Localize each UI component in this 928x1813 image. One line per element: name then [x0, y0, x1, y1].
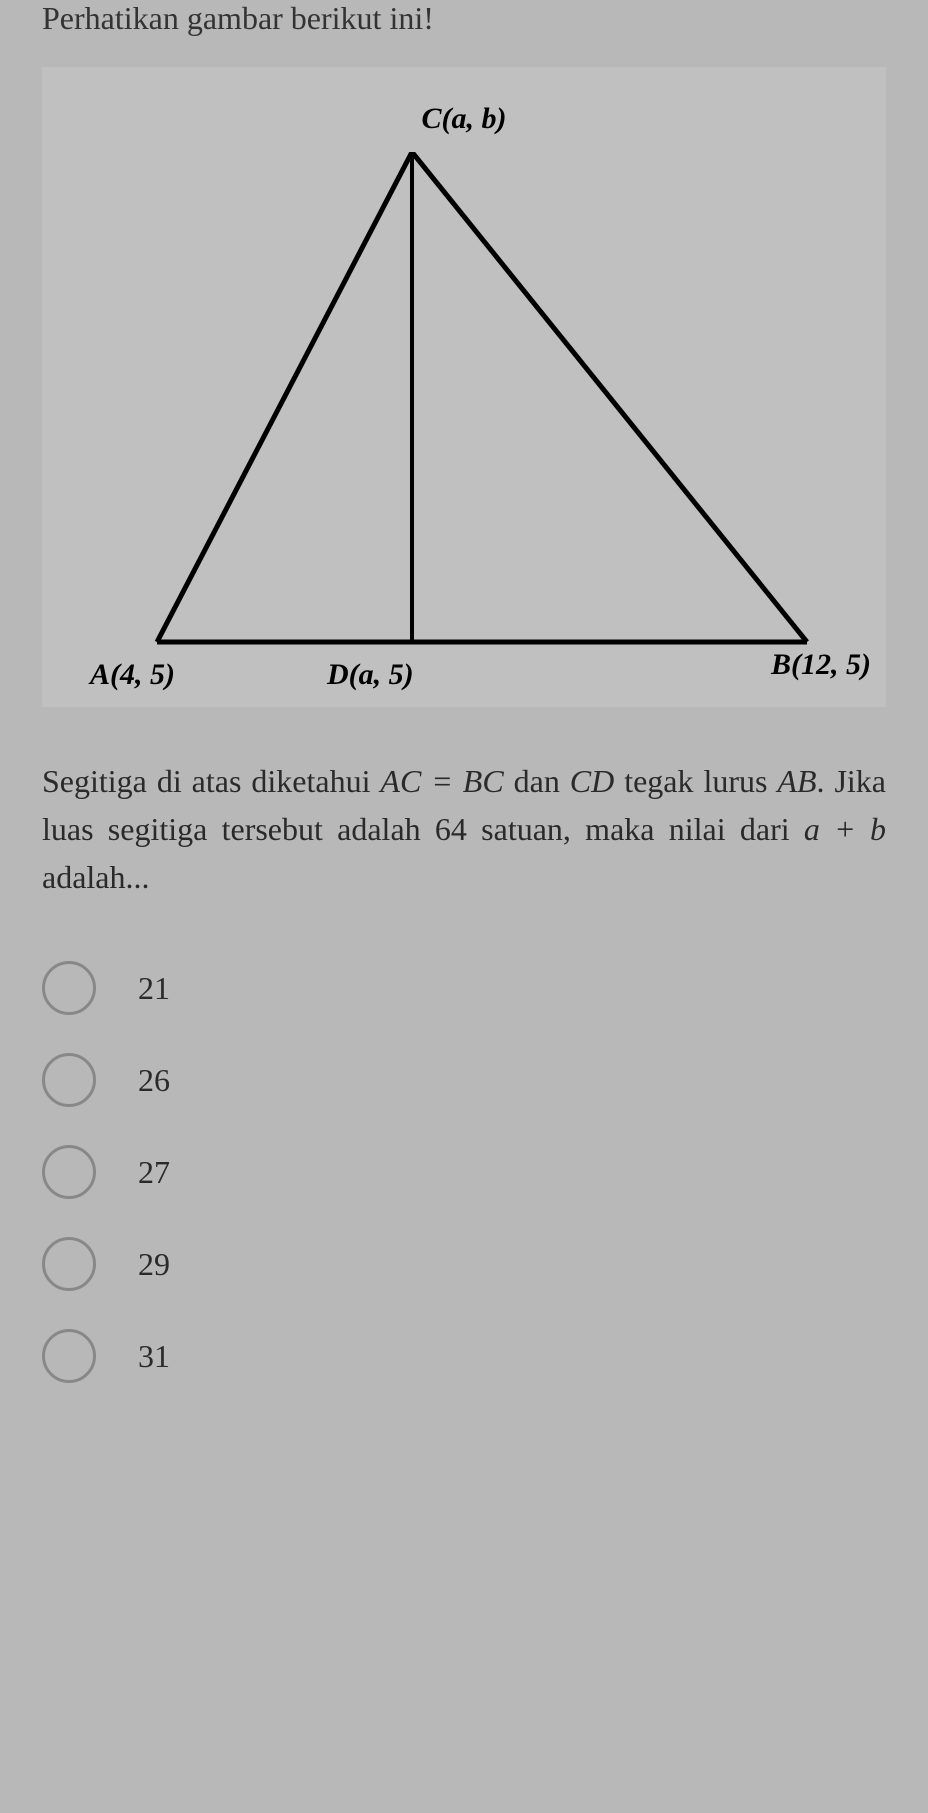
radio-icon[interactable]: [42, 1237, 96, 1291]
option-label: 27: [138, 1154, 170, 1191]
option-label: 29: [138, 1246, 170, 1283]
option-row[interactable]: 27: [42, 1145, 886, 1199]
radio-icon[interactable]: [42, 961, 96, 1015]
option-row[interactable]: 31: [42, 1329, 886, 1383]
radio-icon[interactable]: [42, 1145, 96, 1199]
question-part5: adalah...: [42, 859, 150, 895]
page-title: Perhatikan gambar berikut ini!: [42, 0, 886, 37]
vertex-label-d: D(a, 5): [327, 658, 414, 692]
question-ac-bc: AC = BC: [380, 763, 503, 799]
vertex-label-b: B(12, 5): [771, 648, 871, 682]
diagram-box: C(a, b) A(4, 5) D(a, 5) B(12, 5): [42, 67, 886, 707]
question-cd: CD: [570, 763, 614, 799]
option-row[interactable]: 21: [42, 961, 886, 1015]
options-list: 21 26 27 29 31: [42, 961, 886, 1383]
option-label: 21: [138, 970, 170, 1007]
triangle-diagram: [127, 152, 847, 652]
radio-icon[interactable]: [42, 1329, 96, 1383]
option-label: 31: [138, 1338, 170, 1375]
option-row[interactable]: 26: [42, 1053, 886, 1107]
radio-icon[interactable]: [42, 1053, 96, 1107]
option-row[interactable]: 29: [42, 1237, 886, 1291]
question-part1: Segitiga di atas diketahui: [42, 763, 380, 799]
question-part3: tegak lurus: [614, 763, 777, 799]
question-aplusb: a + b: [804, 811, 886, 847]
question-text: Segitiga di atas diketahui AC = BC dan C…: [42, 757, 886, 901]
option-label: 26: [138, 1062, 170, 1099]
vertex-label-c: C(a, b): [422, 102, 507, 136]
question-part2: dan: [504, 763, 570, 799]
question-ab: AB: [777, 763, 816, 799]
vertex-label-a: A(4, 5): [90, 658, 175, 692]
